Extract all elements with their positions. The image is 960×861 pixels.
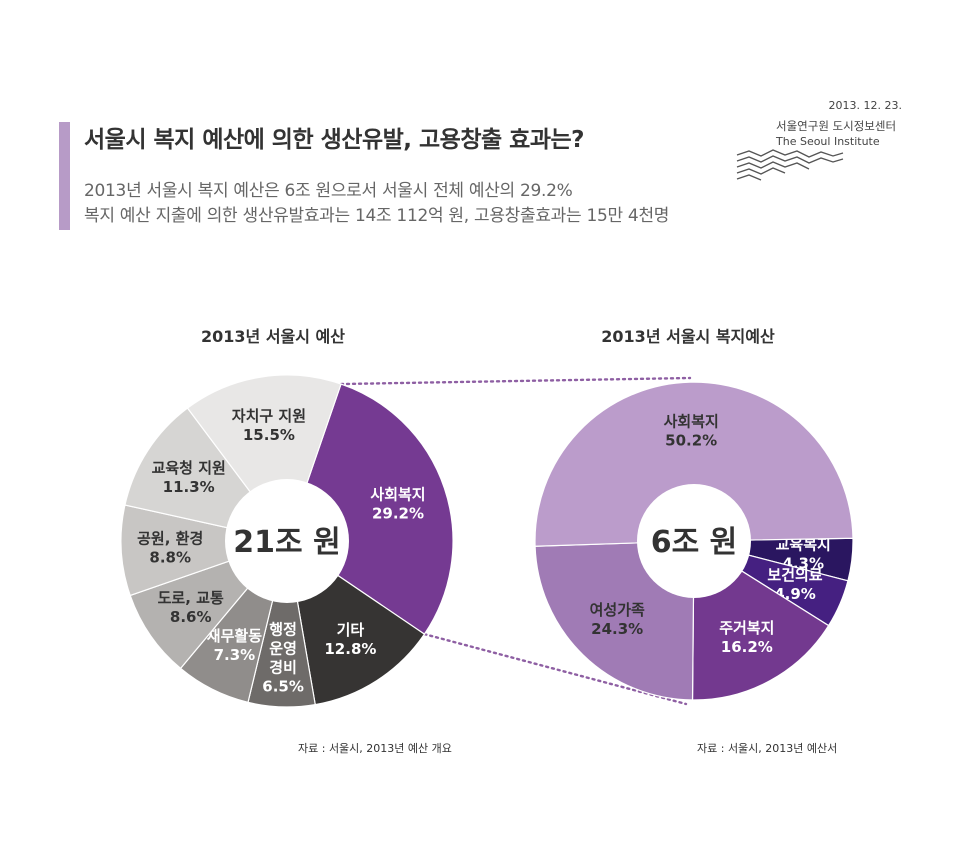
- chart-1-slice-2-name-label: 경비: [269, 658, 297, 676]
- chart-1-slice-7: [186, 374, 342, 543]
- chart-1-title: 2013년 서울시 예산: [201, 327, 345, 346]
- chart-1-slice-7-name-label: 자치구 지원: [232, 407, 306, 425]
- chart-1-slice-0-value-label: 29.2%: [372, 505, 424, 523]
- publication-date: 2013. 12. 23.: [828, 99, 902, 112]
- chart-2-title: 2013년 서울시 복지예산: [601, 327, 775, 346]
- chart-1-center-hole: [225, 479, 349, 603]
- chart-1-slice-2-value-label: 6.5%: [262, 677, 304, 695]
- chart-1-center-label: 21조 원: [233, 525, 340, 560]
- chart-2-slice-2-name-label: 주거복지: [719, 619, 774, 637]
- chart-1-slice-0-name-label: 사회복지: [370, 486, 425, 504]
- chart-2-center-hole: [637, 484, 751, 598]
- chart-2-slice-4-name-label: 사회복지: [664, 413, 719, 431]
- chart-1-slice-0: [286, 383, 454, 635]
- seoul-institute-logo-icon: [736, 149, 844, 181]
- chart-1-slice-4-value-label: 8.6%: [170, 608, 212, 626]
- chart-2-center-label: 6조 원: [651, 525, 738, 560]
- chart-2-slice-3-value-label: 24.3%: [591, 620, 643, 638]
- chart-1-slice-2-name-label: 행정: [269, 620, 297, 638]
- chart-1-slice-6-name-label: 교육청 지원: [152, 459, 226, 477]
- chart-1-source: 자료 : 서울시, 2013년 예산 개요: [298, 742, 452, 755]
- chart-1-slice-1-name-label: 기타: [337, 621, 365, 639]
- connector-line-bottom: [423, 632, 688, 706]
- chart-1-slice-6-value-label: 11.3%: [163, 478, 215, 496]
- chart-1-slice-7-value-label: 15.5%: [243, 426, 295, 444]
- title-accent-bar: [59, 122, 70, 230]
- chart-1-slice-3-value-label: 7.3%: [214, 646, 256, 664]
- chart-1-slice-5: [120, 504, 290, 597]
- chart-1-slice-2-name-label: 운영: [269, 639, 297, 657]
- chart-2-slice-2-value-label: 16.2%: [721, 638, 773, 656]
- subtitle-line-2: 복지 예산 지출에 의한 생산유발효과는 14조 112억 원, 고용창출효과는…: [84, 206, 670, 226]
- chart-2-slice-4: [534, 381, 854, 547]
- chart-1-slice-5-name-label: 공원, 환경: [137, 529, 203, 547]
- page-title: 서울시 복지 예산에 의한 생산유발, 고용창출 효과는?: [84, 127, 584, 153]
- chart-2-slice-4-value-label: 50.2%: [665, 432, 717, 450]
- chart-2-slice-3-name-label: 여성가족: [590, 601, 645, 619]
- chart-1-slice-5-value-label: 8.8%: [149, 548, 191, 566]
- connector-line-top: [339, 376, 692, 386]
- organization-name-english: The Seoul Institute: [776, 135, 880, 148]
- chart-1-slice-1-value-label: 12.8%: [324, 640, 376, 658]
- chart-2-source: 자료 : 서울시, 2013년 예산서: [697, 742, 838, 755]
- chart-1-slice-3-name-label: 재무활동: [207, 627, 262, 645]
- chart-2-slice-1-name-label: 보건의료: [767, 566, 822, 584]
- subtitle-line-1: 2013년 서울시 복지 예산은 6조 원으로서 서울시 전체 예산의 29.2…: [84, 181, 573, 201]
- welfare-budget-donut-chart: 교육복지4.3%보건의료4.9%주거복지16.2%여성가족24.3%사회복지50…: [534, 381, 854, 701]
- organization-name-korean: 서울연구원 도시정보센터: [776, 119, 897, 133]
- chart-1-slice-4-name-label: 도로, 교통: [158, 589, 224, 607]
